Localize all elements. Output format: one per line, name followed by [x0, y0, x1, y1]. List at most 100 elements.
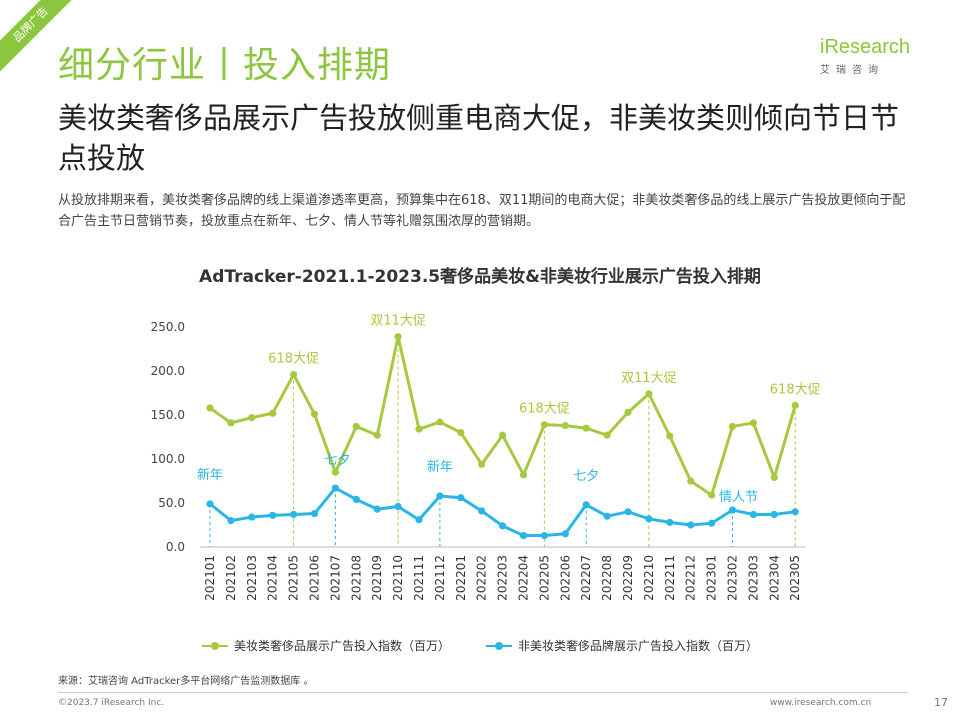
x-tick-label: 202211 [663, 555, 677, 601]
legend-item-non-cosmetics: 非美妆类奢侈品牌展示广告投入指数（百万） [486, 637, 758, 654]
x-tick-label: 202103 [245, 555, 259, 601]
x-tick-label: 202207 [579, 555, 593, 601]
x-tick-label: 202301 [705, 555, 719, 601]
annotation-label: 618大促 [519, 402, 570, 417]
x-tick-label: 202104 [266, 555, 280, 601]
y-tick-label: 250.0 [151, 320, 185, 334]
x-tick-label: 202204 [517, 555, 531, 601]
annotation-label: 双11大促 [370, 314, 426, 329]
point-non-cosmetics [457, 494, 465, 502]
point-non-cosmetics [519, 531, 528, 540]
x-tick-label: 202105 [287, 555, 301, 601]
point-non-cosmetics [227, 517, 235, 525]
point-non-cosmetics [540, 531, 549, 540]
headline: 美妆类奢侈品展示广告投放侧重电商大促，非美妆类则倾向节日节点投放 [58, 101, 900, 175]
point-cosmetics [457, 429, 465, 437]
x-tick-label: 202208 [600, 555, 614, 601]
point-cosmetics [331, 468, 339, 476]
point-non-cosmetics [206, 500, 214, 508]
logo-wordmark: iResearch [820, 36, 911, 58]
point-cosmetics [791, 401, 799, 409]
point-non-cosmetics [415, 516, 423, 524]
x-tick-label: 202210 [642, 555, 656, 601]
x-tick-label: 202201 [454, 555, 468, 601]
point-cosmetics [269, 409, 277, 417]
point-non-cosmetics [791, 508, 799, 516]
point-cosmetics [310, 410, 319, 418]
x-tick-label: 202106 [308, 555, 322, 601]
point-cosmetics [687, 477, 695, 485]
point-non-cosmetics [352, 495, 360, 504]
x-tick-label: 202212 [684, 555, 698, 601]
point-cosmetics [206, 404, 214, 412]
iresearch-logo: iResearch 艾瑞咨询 [820, 36, 930, 86]
annotation-label: 618大促 [268, 352, 319, 367]
point-cosmetics [728, 422, 737, 431]
page-number: 17 [934, 696, 948, 709]
x-tick-label: 202302 [726, 555, 740, 601]
x-tick-label: 202112 [433, 555, 447, 601]
point-cosmetics [770, 473, 778, 482]
y-tick-label: 0.0 [166, 540, 185, 554]
legend-label-non-cosmetics: 非美妆类奢侈品牌展示广告投入指数（百万） [518, 639, 759, 653]
point-cosmetics [603, 431, 611, 439]
annotation-label: 双11大促 [621, 371, 677, 386]
y-tick-label: 150.0 [151, 408, 185, 422]
copyright: ©2023.7 iResearch Inc. [58, 698, 165, 708]
point-cosmetics [645, 390, 653, 398]
annotation-label: 七夕 [573, 469, 599, 484]
point-non-cosmetics [624, 508, 632, 516]
y-tick-label: 50.0 [158, 496, 185, 510]
point-non-cosmetics [582, 501, 590, 509]
point-non-cosmetics [561, 530, 569, 538]
point-non-cosmetics [478, 507, 486, 515]
annotation-label: 新年 [197, 467, 223, 483]
point-non-cosmetics [645, 515, 653, 523]
y-tick-label: 200.0 [151, 364, 185, 378]
point-non-cosmetics [290, 510, 298, 519]
annotation-label: 618大促 [770, 382, 821, 397]
point-cosmetics [561, 421, 569, 430]
point-non-cosmetics [770, 510, 778, 519]
point-cosmetics [436, 418, 444, 426]
point-cosmetics [749, 419, 758, 427]
point-cosmetics [666, 432, 674, 440]
x-tick-label: 202202 [475, 555, 489, 601]
x-tick-label: 202303 [746, 555, 760, 601]
x-tick-label: 202110 [391, 555, 405, 601]
x-tick-label: 202109 [370, 555, 384, 601]
point-cosmetics [415, 425, 423, 433]
annotation-label: 情人节 [719, 490, 758, 505]
chart-legend: 美妆类奢侈品展示广告投入指数（百万） 非美妆类奢侈品牌展示广告投入指数（百万） [0, 637, 960, 654]
point-cosmetics [540, 421, 549, 429]
x-tick-label: 202203 [496, 555, 510, 601]
point-cosmetics [394, 333, 402, 341]
legend-swatch-cosmetics [201, 641, 228, 651]
y-tick-label: 100.0 [151, 452, 185, 466]
point-cosmetics [519, 471, 528, 479]
description: 从投放排期来看，美妆类奢侈品牌的线上渠道渗透率更高，预算集中在618、双11期间… [58, 193, 906, 229]
point-non-cosmetics [310, 509, 319, 518]
legend-label-cosmetics: 美妆类奢侈品展示广告投入指数（百万） [233, 639, 450, 653]
point-cosmetics [248, 414, 256, 422]
legend-item-cosmetics: 美妆类奢侈品展示广告投入指数（百万） [201, 637, 450, 654]
point-cosmetics [624, 408, 632, 416]
point-non-cosmetics [499, 522, 507, 530]
chart-title: AdTracker-2021.1-2023.5奢侈品美妆&非美妆行业展示广告投入… [199, 267, 761, 287]
point-non-cosmetics [331, 484, 339, 492]
footer-divider [58, 692, 908, 693]
point-non-cosmetics [708, 519, 716, 527]
point-non-cosmetics [373, 505, 381, 513]
logo-subtitle: 艾瑞咨询 [820, 65, 884, 76]
x-tick-label: 202304 [767, 555, 781, 601]
point-cosmetics [582, 424, 590, 432]
line-chart: 250.0 200.0 150.0 100.0 50.0 0.0 202101 202102 2… [151, 314, 821, 601]
point-non-cosmetics [687, 521, 695, 529]
x-tick-label: 202209 [621, 555, 635, 601]
website-link[interactable]: www.iresearch.com.cn [770, 698, 872, 708]
point-non-cosmetics [749, 510, 758, 519]
x-tick-label: 202305 [788, 555, 802, 601]
annotation-label: 七夕 [324, 453, 350, 468]
x-tick-label: 202108 [349, 555, 363, 601]
legend-swatch-non-cosmetics [486, 641, 512, 651]
